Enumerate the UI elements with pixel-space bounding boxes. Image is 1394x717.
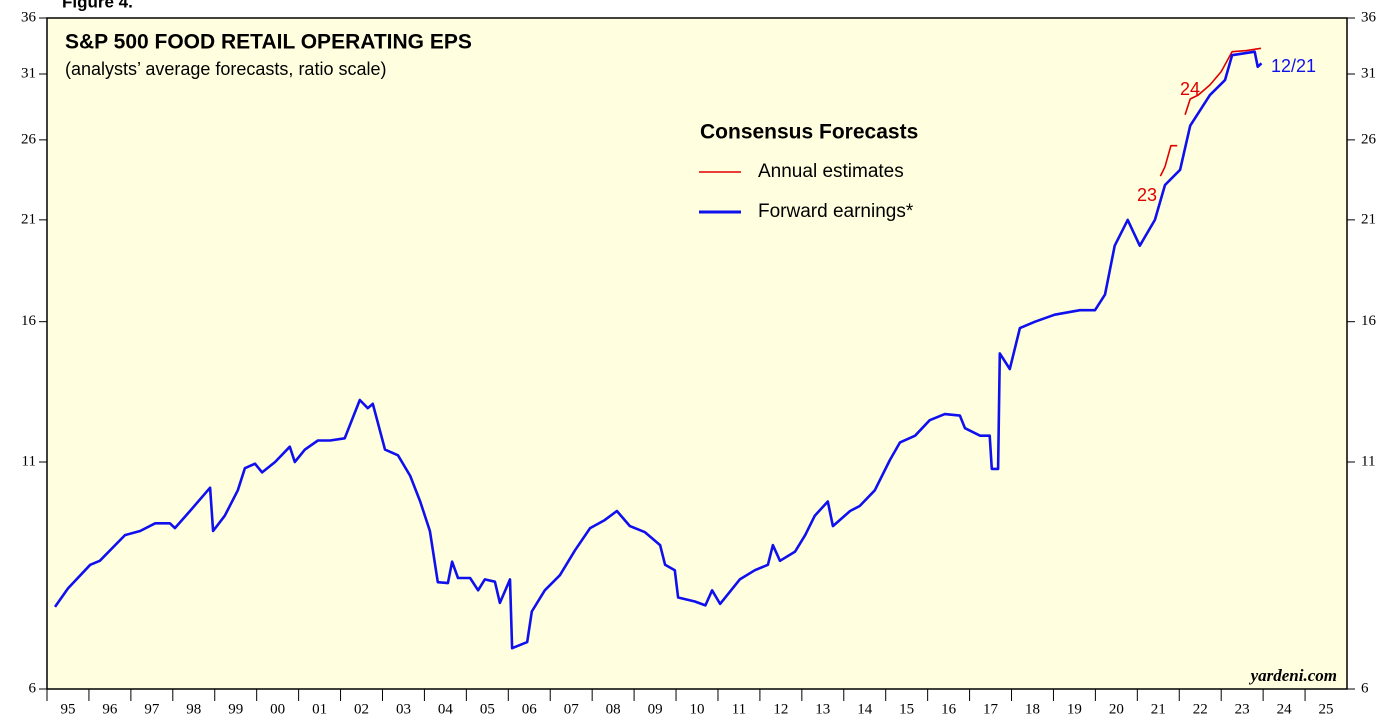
line — [1159, 47, 1262, 177]
chart-subtitle: (analysts’ average forecasts, ratio scal… — [65, 59, 386, 79]
y-tick-label: 31 — [21, 65, 36, 81]
y-tick-label-right: 6 — [1361, 680, 1369, 696]
x-tick-label: 98 — [186, 701, 201, 717]
source: yardeni.com — [1249, 666, 1337, 685]
x-tick-label: 18 — [1025, 701, 1040, 717]
x-tick-label: 95 — [60, 701, 75, 717]
y-tick-label-right: 31 — [1361, 65, 1376, 81]
x-tick-label: 11 — [732, 701, 746, 717]
y-tick-label: 16 — [21, 313, 37, 329]
x-tick-label: 17 — [983, 701, 999, 717]
x-tick-label: 08 — [606, 701, 621, 717]
x-tick-label: 00 — [270, 701, 285, 717]
annotation: 12/21 — [1271, 56, 1316, 76]
chart-title: S&P 500 FOOD RETAIL OPERATING EPS — [65, 31, 472, 54]
x-tick-label: 04 — [438, 701, 454, 717]
legend-label: Annual estimates — [758, 161, 904, 182]
x-tick-label: 06 — [522, 701, 538, 717]
x-tick-label: 96 — [102, 701, 118, 717]
x-tick-label: 99 — [228, 701, 243, 717]
x-tick-label: 16 — [941, 701, 957, 717]
annotation: 24 — [1180, 79, 1200, 99]
legend-label: Forward earnings* — [758, 201, 914, 222]
x-tick-label: 25 — [1319, 701, 1334, 717]
x-tick-label: 15 — [899, 701, 914, 717]
x-tick-label: 24 — [1277, 701, 1293, 717]
plot-area — [46, 17, 1348, 690]
x-tick-label: 05 — [480, 701, 495, 717]
x-tick-label: 09 — [648, 701, 663, 717]
y-tick-label-right: 21 — [1361, 211, 1376, 227]
y-tick-label-right: 11 — [1361, 453, 1375, 469]
line — [53, 50, 1263, 650]
annotation: 23 — [1137, 185, 1157, 205]
y-tick-label-right: 26 — [1361, 131, 1377, 147]
x-tick-label: 02 — [354, 701, 369, 717]
x-tick-label: 10 — [690, 701, 705, 717]
y-tick-label-right: 16 — [1361, 313, 1377, 329]
figure-label: Figure 4. — [62, 0, 133, 11]
x-tick-label: 97 — [144, 701, 160, 717]
x-tick-label: 20 — [1109, 701, 1124, 717]
legend-title: Consensus Forecasts — [700, 121, 918, 144]
y-tick-label: 26 — [21, 131, 37, 147]
y-tick-label: 21 — [21, 211, 36, 227]
y-tick-label: 6 — [29, 680, 37, 696]
x-tick-label: 21 — [1151, 701, 1166, 717]
x-tick-label: 01 — [312, 701, 327, 717]
y-tick-label: 11 — [22, 453, 36, 469]
x-tick-label: 14 — [857, 701, 873, 717]
y-tick-label: 36 — [21, 9, 37, 25]
x-tick-label: 19 — [1067, 701, 1082, 717]
x-tick-label: 22 — [1193, 701, 1208, 717]
x-tick-label: 12 — [773, 701, 788, 717]
x-tick-label: 13 — [815, 701, 830, 717]
x-tick-label: 07 — [564, 701, 580, 717]
y-tick-label-right: 36 — [1361, 9, 1377, 25]
x-tick-label: 03 — [396, 701, 411, 717]
x-tick-label: 23 — [1235, 701, 1250, 717]
